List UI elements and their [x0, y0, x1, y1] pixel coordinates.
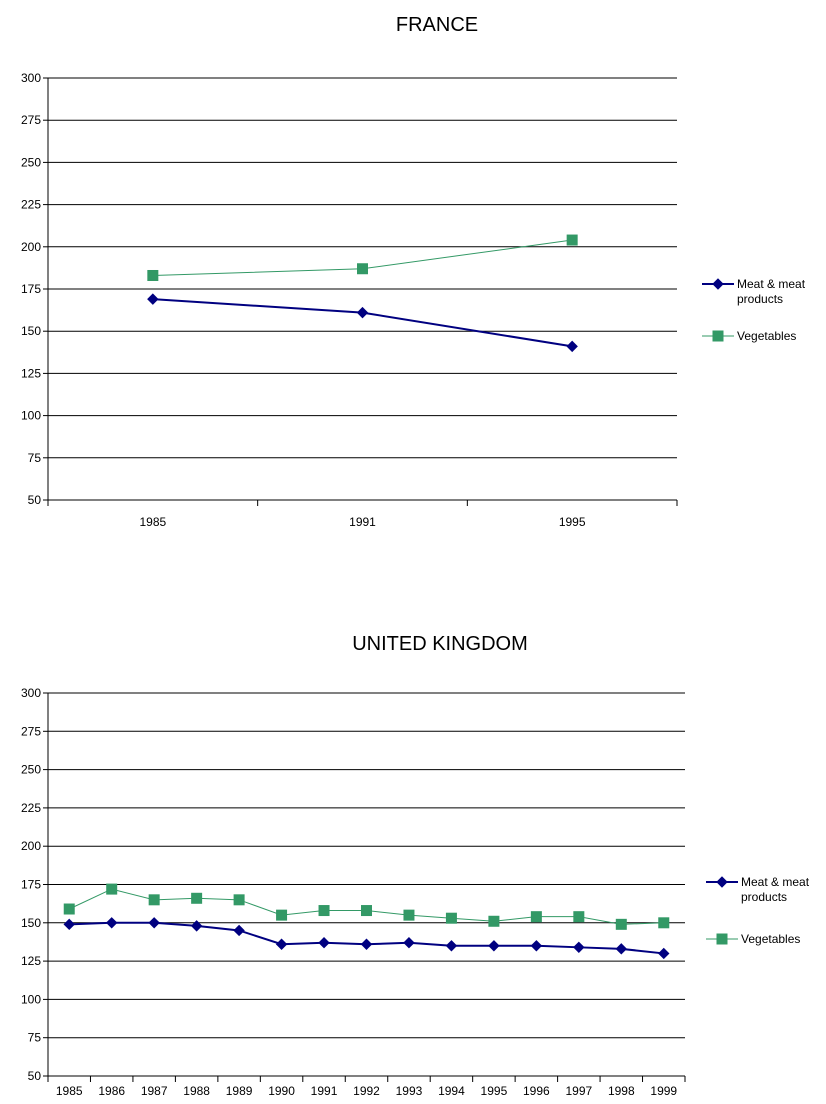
uk-series-vegetables-point-1999 [658, 917, 670, 929]
uk-legend-vegetables-label: Vegetables [741, 932, 800, 946]
uk-y-tick-label-100: 100 [21, 992, 41, 1006]
france-series-vegetables-point-1995 [566, 234, 578, 246]
uk-x-tick-label-1998: 1998 [608, 1084, 635, 1098]
france-series-meat-point-1991 [356, 306, 369, 319]
uk-series-meat-point-1999 [658, 947, 670, 960]
uk-series-meat-point-1994 [445, 940, 458, 952]
uk-series-vegetables-point-1995 [488, 915, 500, 927]
france-y-tick-label-75: 75 [28, 451, 42, 465]
uk-x-tick-label-1986: 1986 [98, 1084, 125, 1098]
uk-y-tick-label-275: 275 [21, 724, 41, 738]
france-series-meat-line [152, 298, 573, 348]
uk-series-meat-point-1989 [233, 924, 245, 937]
uk-series-vegetables-point-1994 [445, 912, 457, 924]
uk-series-vegetables-point-1991 [318, 905, 330, 917]
france-y-tick-label-125: 125 [21, 366, 41, 380]
france-series-vegetables-point-1985 [147, 269, 159, 281]
france-series-vegetables-point-1991 [357, 263, 368, 275]
uk-series-meat-point-1993 [403, 937, 415, 949]
uk-x-tick-label-1997: 1997 [565, 1084, 592, 1098]
uk-series-meat-point-1992 [360, 938, 373, 950]
uk-x-tick-label-1989: 1989 [226, 1084, 253, 1098]
uk-series-vegetables-point-1996 [530, 911, 542, 923]
france-series-meat-point-1985 [147, 293, 159, 305]
uk-series-vegetables-point-1988 [191, 892, 203, 904]
united-kingdom-chart: UNITED KINGDOM 50 75 100 125 150 175 200 225 250 2… [21, 633, 810, 1098]
uk-y-tick-label-175: 175 [21, 878, 41, 892]
uk-series-meat-point-1997 [573, 941, 585, 954]
uk-y-tick-label-200: 200 [21, 839, 41, 853]
uk-series-meat-point-1998 [615, 943, 628, 955]
uk-series-vegetables-point-1992 [361, 905, 372, 917]
uk-x-tick-label-1999: 1999 [650, 1084, 677, 1098]
france-x-tick-label-1991: 1991 [349, 515, 376, 529]
uk-chart-title: UNITED KINGDOM [352, 633, 528, 655]
uk-series-meat-point-1986 [105, 917, 118, 929]
uk-series-meat-point-1996 [530, 940, 543, 952]
uk-y-tick-label-300: 300 [21, 686, 41, 700]
france-legend-vegetables-label: Vegetables [737, 329, 796, 343]
uk-series-vegetables-point-1993 [403, 909, 415, 921]
uk-x-tick-label-1987: 1987 [141, 1084, 168, 1098]
uk-y-tick-label-150: 150 [21, 916, 41, 930]
uk-series-vegetables-point-1990 [276, 909, 288, 921]
france-y-tick-label-250: 250 [21, 155, 41, 169]
france-chart-title: FRANCE [396, 14, 478, 36]
uk-series-vegetables-point-1987 [148, 894, 160, 906]
uk-series-meat-point-1988 [190, 920, 203, 932]
france-y-tick-label-50: 50 [28, 493, 42, 507]
uk-series-vegetables-point-1985 [63, 903, 75, 915]
uk-series-meat-point-1987 [148, 917, 160, 929]
france-y-tick-label-275: 275 [21, 113, 41, 127]
france-y-tick-label-150: 150 [21, 324, 41, 338]
france-y-tick-label-200: 200 [21, 240, 41, 254]
uk-series-meat-point-1995 [488, 940, 500, 952]
uk-series-vegetables-point-1989 [233, 894, 245, 906]
uk-x-tick-label-1995: 1995 [481, 1084, 508, 1098]
uk-x-tick-label-1994: 1994 [438, 1084, 465, 1098]
france-x-tick-label-1985: 1985 [139, 515, 166, 529]
uk-series-vegetables-point-1998 [615, 918, 627, 930]
uk-y-tick-label-125: 125 [21, 954, 41, 968]
france-y-tick-label-100: 100 [21, 409, 41, 423]
uk-x-tick-label-1996: 1996 [523, 1084, 550, 1098]
uk-y-tick-label-250: 250 [21, 763, 41, 777]
uk-x-tick-label-1990: 1990 [268, 1084, 295, 1098]
uk-series-meat-point-1990 [275, 938, 288, 950]
uk-legend-vegetables-marker [716, 933, 728, 945]
uk-y-tick-label-75: 75 [28, 1031, 42, 1045]
france-y-tick-label-175: 175 [21, 282, 41, 296]
uk-series-meat-point-1991 [318, 937, 330, 949]
uk-series-vegetables-point-1986 [106, 883, 118, 895]
france-chart: FRANCE 50 75 100 125 150 175 200 225 250 275 300 198… [21, 14, 806, 529]
france-series-meat-point-1995 [566, 340, 578, 353]
uk-x-tick-label-1992: 1992 [353, 1084, 380, 1098]
france-legend-meat-label: Meat & meat products [737, 277, 806, 306]
uk-series-vegetables-point-1997 [573, 911, 585, 923]
france-y-tick-label-225: 225 [21, 198, 41, 212]
uk-legend-meat-marker [716, 876, 728, 888]
uk-x-tick-label-1991: 1991 [311, 1084, 338, 1098]
uk-x-tick-label-1988: 1988 [183, 1084, 210, 1098]
uk-x-tick-label-1985: 1985 [56, 1084, 83, 1098]
uk-legend-meat-label: Meat & meat products [741, 875, 810, 904]
france-legend-meat-marker [712, 278, 724, 290]
uk-y-tick-label-50: 50 [28, 1069, 42, 1083]
uk-y-tick-label-225: 225 [21, 801, 41, 815]
france-y-tick-label-300: 300 [21, 71, 41, 85]
uk-x-tick-label-1993: 1993 [396, 1084, 423, 1098]
uk-series-meat-point-1985 [63, 918, 75, 931]
france-x-tick-label-1995: 1995 [559, 515, 586, 529]
france-legend-vegetables-marker [712, 330, 724, 342]
